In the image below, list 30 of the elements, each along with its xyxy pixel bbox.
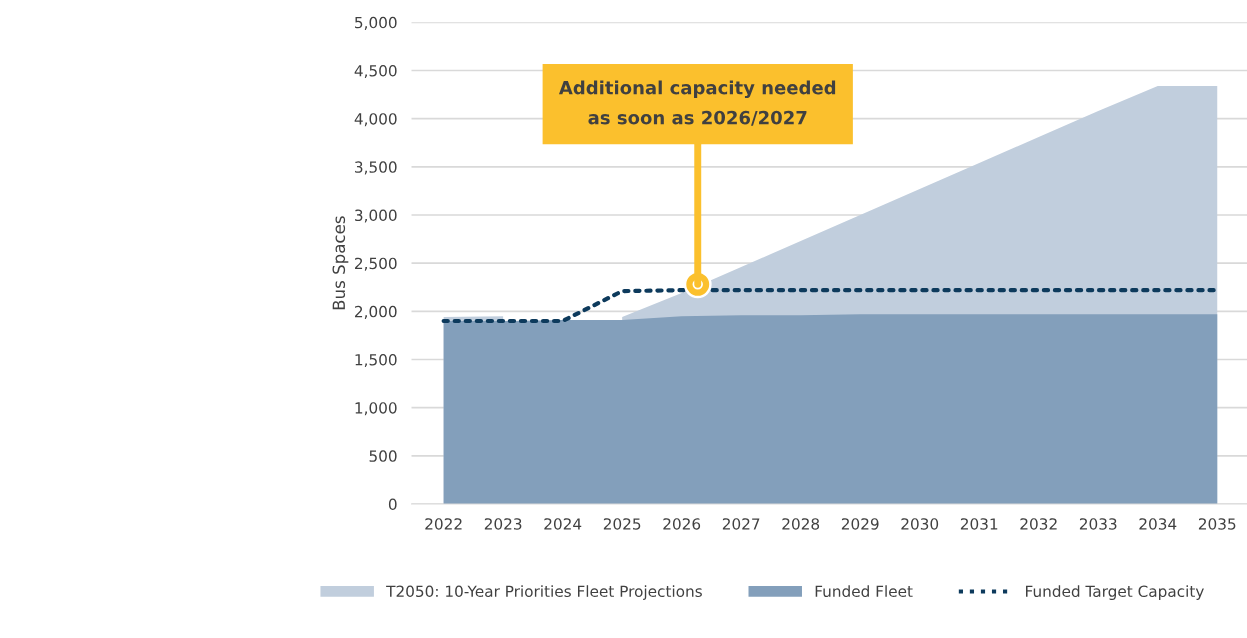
x-tick-label: 2031	[960, 518, 998, 530]
x-tick-label: 2030	[901, 518, 939, 530]
y-tick-label: 4,000	[354, 113, 397, 127]
x-tick-label: 2022	[425, 518, 462, 530]
x-tick-label: 2024	[544, 518, 582, 530]
y-tick-label: 0	[388, 498, 397, 511]
x-tick-label: 2029	[841, 518, 879, 530]
annotation: Additional capacity needed as soon as 2026/2027	[558, 80, 836, 126]
x-tick-label: 2025	[603, 518, 641, 530]
y-tick-label: 1,000	[355, 402, 397, 416]
y-tick-label: 2,500	[355, 257, 397, 271]
x-tick-label: 2028	[782, 518, 820, 530]
y-axis-title: Bus Spaces	[332, 216, 349, 310]
y-tick-label: 3,500	[355, 161, 397, 175]
x-tick-label: 2033	[1079, 518, 1117, 530]
x-tick-label: 2026	[663, 518, 701, 530]
x-tick-label: 2023	[484, 518, 522, 530]
x-tick-label: 2034	[1139, 518, 1177, 530]
legend-label: T2050: 10-Year Priorities Fleet Projections	[386, 585, 702, 600]
y-tick-label: 5,000	[355, 16, 397, 30]
x-tick-label: 2032	[1020, 518, 1057, 530]
y-tick-label: 1,500	[355, 353, 397, 368]
y-tick-label: 2,000	[355, 305, 397, 319]
y-tick-label: 3,000	[355, 209, 397, 223]
x-tick-label: 2035	[1198, 518, 1236, 530]
y-tick-label: 500	[369, 450, 397, 462]
y-tick-label: 4,500	[354, 64, 397, 79]
x-tick-label: 2027	[722, 518, 760, 530]
legend-label: Funded Fleet	[815, 585, 913, 598]
legend-label: Funded Target Capacity	[1026, 585, 1204, 600]
